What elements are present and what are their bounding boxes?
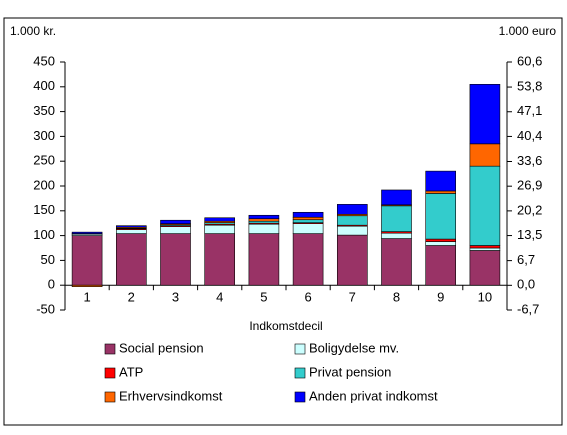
x-tick-label: 8 (393, 289, 400, 304)
bar-segment (249, 215, 279, 218)
legend-swatch (295, 344, 305, 354)
y-tick-label: 100 (33, 227, 55, 242)
legend-label: ATP (119, 364, 143, 379)
legend-label: Erhvervsindkomst (119, 388, 223, 403)
legend-label: Anden privat indkomst (309, 388, 438, 403)
y-unit-label: 1.000 kr. (10, 24, 56, 38)
bar-segment (72, 285, 102, 286)
legend-swatch (105, 368, 115, 378)
legend-swatch (295, 368, 305, 378)
bar-segment (426, 242, 456, 246)
x-tick-label: 2 (128, 289, 135, 304)
bar-segment (293, 220, 323, 223)
x-tick-label: 9 (437, 289, 444, 304)
bar-segment (337, 216, 367, 225)
y2-tick-label: 60,6 (517, 53, 542, 68)
bar-segment (426, 239, 456, 241)
legend-label: Privat pension (309, 364, 391, 379)
bar-segment (382, 190, 412, 205)
y-tick-label: 300 (33, 128, 55, 143)
bar-segment (470, 144, 500, 166)
y2-tick-label: 26,9 (517, 178, 542, 193)
x-tick-label: 5 (260, 289, 267, 304)
legend-label: Boligydelse mv. (309, 340, 399, 355)
bar-segment (116, 226, 146, 227)
y2-tick-label: 53,8 (517, 78, 542, 93)
x-tick-label: 3 (172, 289, 179, 304)
x-tick-label: 10 (478, 289, 492, 304)
x-tick-label: 1 (83, 289, 90, 304)
legend-swatch (105, 392, 115, 402)
bar-segment (116, 230, 146, 234)
bar-segment (205, 234, 235, 286)
bar-segment (382, 206, 412, 232)
bar-segment (426, 171, 456, 191)
bar-segment (426, 246, 456, 286)
bar-segment (470, 250, 500, 285)
bar-segment (72, 232, 102, 233)
legend-label: Social pension (119, 340, 204, 355)
bar-segment (382, 239, 412, 286)
bar-segment (205, 218, 235, 221)
y-tick-label: 400 (33, 78, 55, 93)
bar-segment (249, 224, 279, 233)
y-tick-label: 250 (33, 153, 55, 168)
y-tick-label: 200 (33, 177, 55, 192)
y-tick-label: 350 (33, 103, 55, 118)
x-tick-label: 7 (349, 289, 356, 304)
y2-tick-label: 33,6 (517, 153, 542, 168)
y2-unit-label: 1.000 euro (499, 24, 557, 38)
bar-segment (72, 236, 102, 286)
y-tick-label: 50 (41, 252, 55, 267)
bar-segment (426, 191, 456, 193)
x-axis-label: Indkomstdecil (249, 319, 322, 333)
y2-tick-label: 6,7 (517, 252, 535, 267)
y2-tick-label: 40,4 (517, 128, 542, 143)
bar-segment (205, 225, 235, 233)
bar-segment (470, 166, 500, 245)
y-tick-label: 450 (33, 53, 55, 68)
bar-segment (470, 84, 500, 144)
bar-segment (161, 227, 191, 234)
bar-segment (293, 212, 323, 217)
legend-swatch (295, 392, 305, 402)
y-tick-label: -50 (36, 301, 55, 316)
bar-segment (337, 226, 367, 235)
bar-segment (382, 233, 412, 238)
bar-segment (249, 219, 279, 221)
x-tick-label: 4 (216, 289, 223, 304)
bar-segment (161, 220, 191, 223)
bar-segment (470, 246, 500, 248)
bar-segment (293, 224, 323, 234)
y2-tick-label: 13,5 (517, 227, 542, 242)
bar-segment (426, 193, 456, 239)
y-tick-label: 150 (33, 202, 55, 217)
y2-tick-label: -6,7 (517, 301, 539, 316)
y2-tick-label: 47,1 (517, 103, 542, 118)
bar-segment (116, 234, 146, 286)
bar-segment (337, 235, 367, 285)
y2-tick-label: 0,0 (517, 277, 535, 292)
y2-tick-label: 20,2 (517, 202, 542, 217)
legend-swatch (105, 344, 115, 354)
x-tick-label: 6 (304, 289, 311, 304)
bar-segment (470, 248, 500, 250)
bar-segment (161, 234, 191, 286)
y-tick-label: 0 (48, 277, 55, 292)
bar-segment (337, 204, 367, 214)
bar-segment (293, 217, 323, 219)
bar-segment (249, 234, 279, 286)
bar-segment (293, 234, 323, 286)
